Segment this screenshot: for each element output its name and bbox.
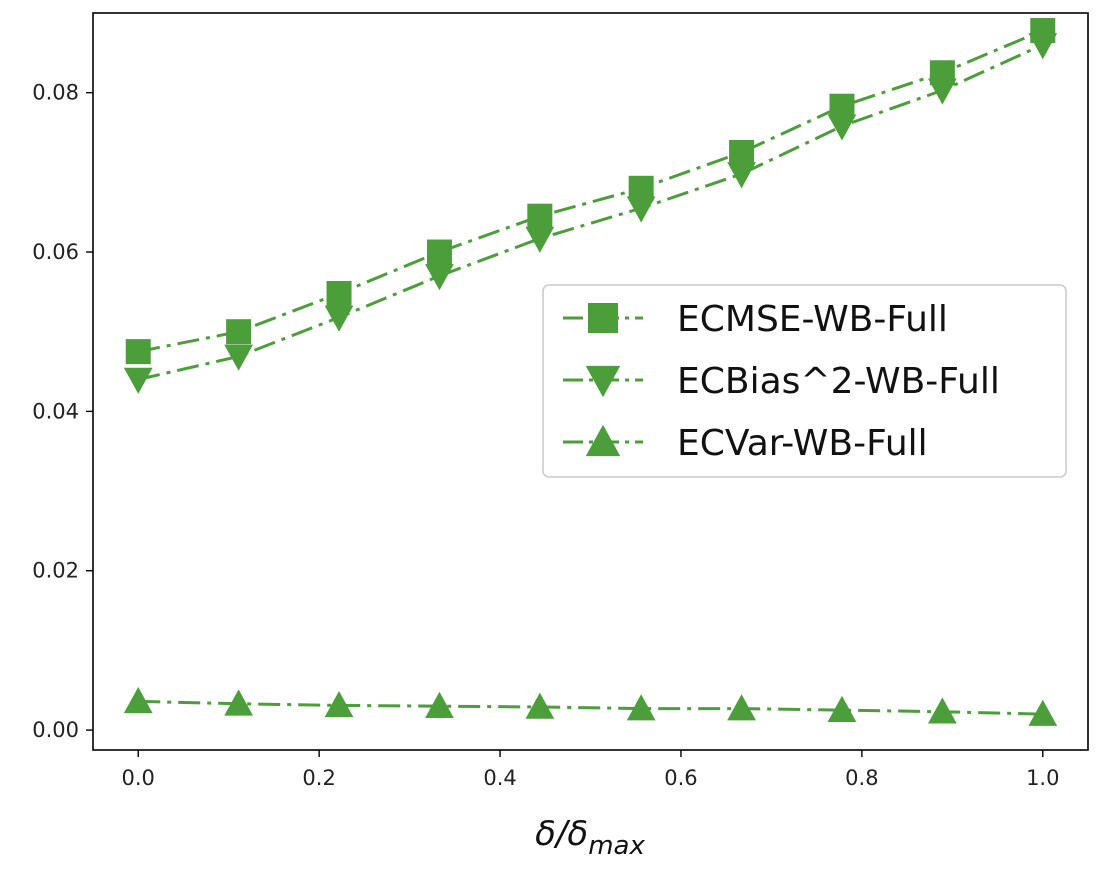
series-line <box>137 43 1044 381</box>
data-point <box>727 694 756 721</box>
data-point <box>226 319 252 345</box>
legend-label: ECMSE-WB-Full <box>677 299 948 340</box>
y-tick-label: 0.00 <box>32 718 79 742</box>
y-tick-label: 0.08 <box>32 81 79 105</box>
data-point <box>527 203 553 229</box>
x-tick-label: 0.0 <box>122 766 155 790</box>
data-point <box>326 280 352 306</box>
data-point <box>827 695 857 722</box>
legend-marker <box>585 424 621 457</box>
data-point <box>224 344 254 371</box>
data-point <box>426 239 452 265</box>
x-axis-label: δ/δmax <box>535 814 645 861</box>
y-tick-label: 0.06 <box>32 240 79 264</box>
data-point <box>525 692 555 719</box>
x-tick-label: 0.6 <box>664 766 697 790</box>
legend-item: ECVar-WB-Full <box>563 423 928 464</box>
x-tick-label: 0.2 <box>302 766 335 790</box>
series-3 <box>123 687 1058 726</box>
data-point <box>626 694 656 721</box>
data-point <box>626 196 656 223</box>
data-point <box>729 139 755 165</box>
series-layer <box>123 18 1058 726</box>
series-1 <box>125 18 1056 365</box>
data-point <box>1028 33 1058 60</box>
legend-item: ECMSE-WB-Full <box>563 299 948 340</box>
x-tick-label: 0.4 <box>483 766 516 790</box>
data-point <box>224 689 254 716</box>
series-line <box>138 699 1043 716</box>
data-point <box>1028 699 1058 726</box>
legend-label: ECBias^2-WB-Full <box>677 361 1000 402</box>
data-point <box>425 264 454 291</box>
legend-marker <box>585 365 621 398</box>
y-tick-label: 0.02 <box>32 559 79 583</box>
data-point <box>123 687 153 714</box>
series-2 <box>123 33 1058 394</box>
data-point <box>324 305 354 332</box>
data-point <box>927 697 957 724</box>
x-tick-label: 0.8 <box>845 766 878 790</box>
data-point <box>927 78 957 105</box>
x-axis-label-subscript: max <box>588 831 645 861</box>
data-point <box>827 114 857 141</box>
series-line <box>137 29 1044 354</box>
legend: ECMSE-WB-Full ECBias^2-WB-Full ECVar-WB-Fu… <box>542 284 1067 478</box>
legend-label: ECVar-WB-Full <box>677 423 928 464</box>
x-tick-label: 1.0 <box>1026 766 1059 790</box>
y-tick-label: 0.04 <box>32 399 79 423</box>
legend-marker <box>588 303 618 333</box>
data-point <box>727 162 756 189</box>
data-point <box>324 691 354 718</box>
legend-box <box>542 284 1067 478</box>
axes-layer: 0.0 0.2 0.4 0.6 0.8 1.0 0.00 0.02 0.04 0.06 0.08 <box>32 81 1059 790</box>
data-point <box>123 367 153 394</box>
data-point <box>425 691 454 718</box>
data-point <box>125 339 151 365</box>
legend-item: ECBias^2-WB-Full <box>563 361 1000 402</box>
data-point <box>525 226 555 253</box>
